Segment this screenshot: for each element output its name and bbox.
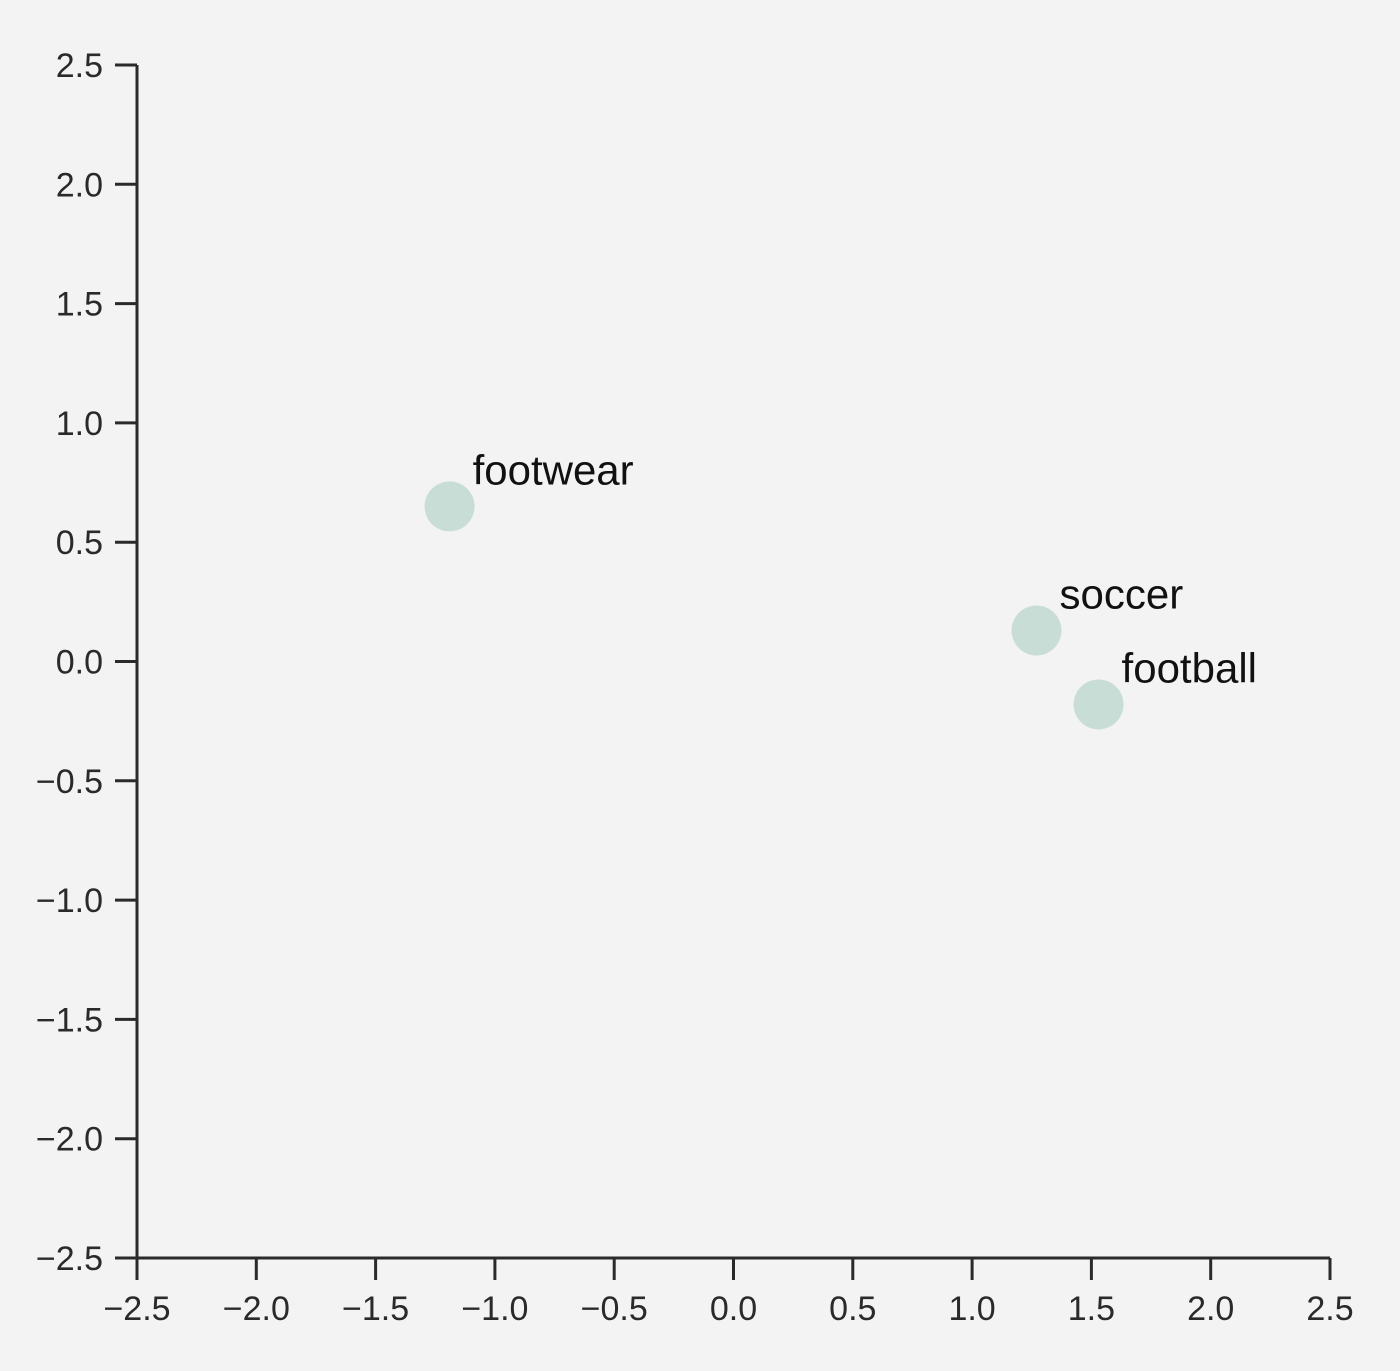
x-tick-label: 2.5: [1306, 1290, 1353, 1328]
x-axis: −2.5 −2.0 −1.5 −1.0 −0.5 0.0 0.5 1.0 1.5 2.0 2.5: [103, 1256, 1354, 1328]
y-axis: 2.5 2.0 1.5 1.0 0.5 0.0 −0.5 −1.0 −1.5 −2.0 −2.5: [36, 47, 139, 1278]
y-tick-label: −0.5: [36, 763, 103, 801]
x-tick-label: 1.0: [948, 1290, 995, 1328]
x-tick-label: 2.0: [1187, 1290, 1234, 1328]
x-tick-label: 0.0: [710, 1290, 757, 1328]
x-tick-label: −1.5: [342, 1290, 409, 1328]
data-label-football: football: [1122, 644, 1257, 691]
data-point-footwear: [424, 481, 475, 532]
data-label-footwear: footwear: [473, 446, 634, 493]
x-tick-label: 0.5: [829, 1290, 876, 1328]
x-tick-label: −1.0: [461, 1290, 528, 1328]
data-point-football: [1073, 679, 1124, 730]
y-tick-label: 1.5: [56, 286, 103, 324]
y-tick-label: −2.5: [36, 1240, 103, 1278]
y-tick-label: 1.0: [56, 405, 103, 443]
data-label-soccer: soccer: [1060, 570, 1184, 617]
x-tick-label: −2.0: [223, 1290, 290, 1328]
y-tick-label: 2.5: [56, 47, 103, 85]
y-tick-label: 0.0: [56, 644, 103, 682]
y-tick-label: 2.0: [56, 166, 103, 204]
data-point-soccer: [1011, 605, 1062, 656]
y-tick-label: 0.5: [56, 524, 103, 562]
data-points: footwear soccer football: [424, 446, 1257, 730]
x-tick-label: 1.5: [1068, 1290, 1115, 1328]
y-tick-label: −1.5: [36, 1001, 103, 1039]
x-tick-label: −2.5: [103, 1290, 170, 1328]
y-tick-label: −1.0: [36, 882, 103, 920]
x-tick-label: −0.5: [581, 1290, 648, 1328]
y-tick-label: −2.0: [36, 1121, 103, 1159]
